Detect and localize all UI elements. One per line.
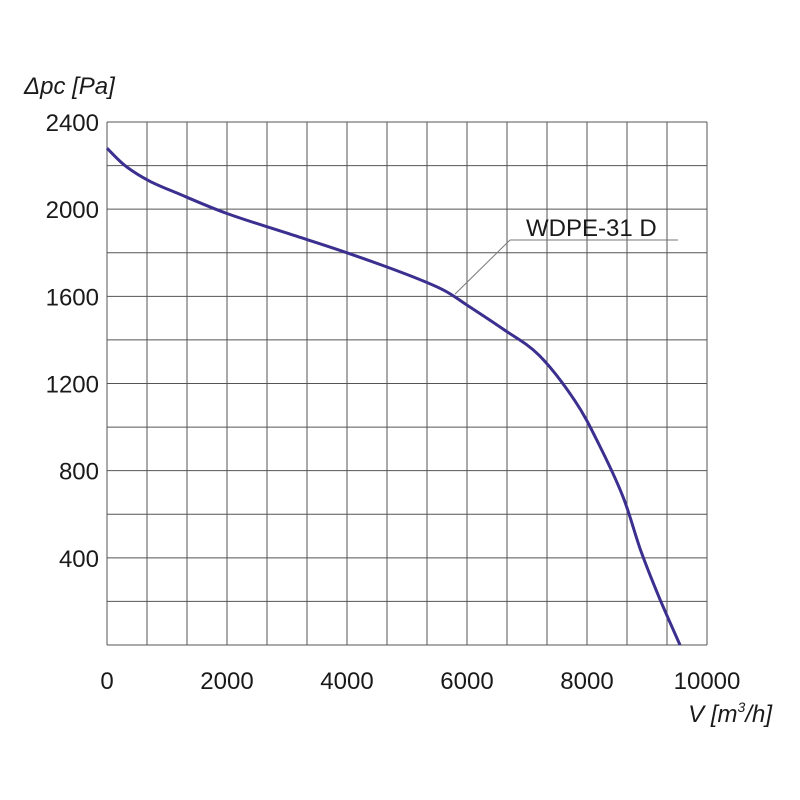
x-tick-label: 4000 xyxy=(320,668,373,695)
series-label-wdpe-31-d: WDPE-31 D xyxy=(526,215,657,242)
y-axis-label: Δpc [Pa] xyxy=(23,73,116,100)
series-line-wdpe-31-d xyxy=(105,147,682,646)
x-axis-label-superscript: 3 xyxy=(738,699,746,715)
tick-labels: 0 2000 4000 6000 8000 10000 400 800 1200 1600 2000… xyxy=(46,110,741,695)
annotation-leader-line xyxy=(454,239,511,295)
x-tick-label: 2000 xyxy=(200,668,253,695)
y-tick-label: 800 xyxy=(59,459,99,486)
y-tick-label: 1200 xyxy=(46,372,99,399)
x-axis-label-main: V [m xyxy=(688,701,737,728)
grid xyxy=(106,121,708,646)
x-axis-label-tail: /h] xyxy=(743,701,773,728)
x-tick-label: 6000 xyxy=(440,668,493,695)
x-tick-label: 10000 xyxy=(674,668,741,695)
annotation: WDPE-31 D xyxy=(454,215,678,295)
x-tick-label: 8000 xyxy=(560,668,613,695)
x-axis-label: V [m3/h] xyxy=(688,699,773,728)
x-tick-label: 0 xyxy=(100,668,113,695)
y-tick-label: 400 xyxy=(59,546,99,573)
y-tick-label: 1600 xyxy=(46,284,99,311)
y-tick-label: 2400 xyxy=(46,110,99,137)
series-lines xyxy=(105,147,682,646)
y-tick-label: 2000 xyxy=(46,197,99,224)
